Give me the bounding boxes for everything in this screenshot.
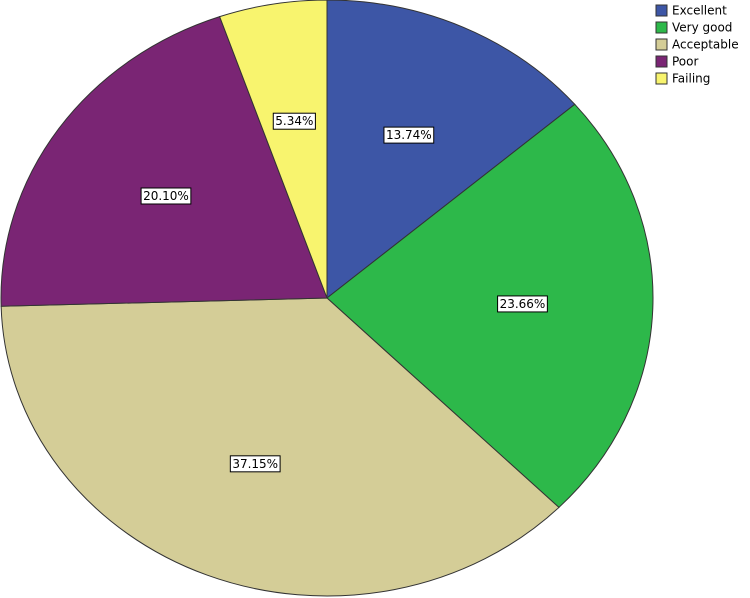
data-label-box — [272, 112, 316, 130]
pie-slice — [0, 15, 328, 307]
legend-swatch — [655, 4, 668, 17]
legend-swatch — [655, 38, 668, 51]
data-label: 37.15% — [232, 457, 278, 471]
legend-label: Very good — [672, 21, 732, 35]
legend-swatch — [655, 21, 668, 34]
legend-label: Failing — [672, 72, 710, 86]
legend-swatch — [655, 72, 668, 85]
data-label-box — [383, 126, 435, 144]
data-label: 20.10% — [143, 189, 189, 203]
data-label: 13.74% — [386, 128, 432, 142]
data-label: 5.34% — [275, 114, 313, 128]
data-label-box — [140, 187, 192, 205]
pie-slice — [326, 0, 576, 300]
pie-slice — [326, 103, 654, 509]
legend-swatch — [655, 55, 668, 68]
pie-slice — [218, 0, 328, 299]
pie-slice — [0, 297, 560, 597]
legend-label: Acceptable — [672, 38, 739, 52]
data-label-box — [229, 455, 281, 473]
data-label-box — [497, 295, 548, 313]
legend-label: Excellent — [672, 4, 727, 18]
data-label: 23.66% — [500, 297, 546, 311]
legend-label: Poor — [672, 55, 698, 69]
